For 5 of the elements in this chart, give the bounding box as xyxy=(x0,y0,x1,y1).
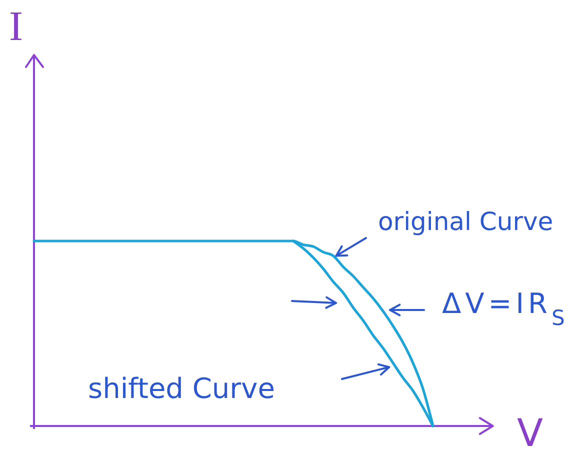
annotation: shifted Curve xyxy=(88,372,275,405)
x-axis-title: V xyxy=(517,411,543,454)
y-axis-title: I xyxy=(9,4,23,50)
annotation: ΔV=IR$_{S}$ xyxy=(442,287,569,330)
text: original Curve xyxy=(378,207,554,236)
